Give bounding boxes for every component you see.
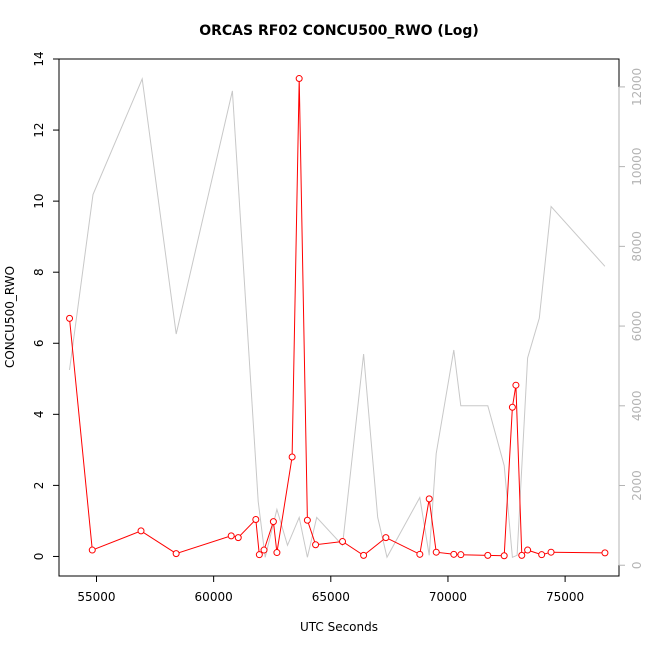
series-line-left [69, 78, 605, 557]
data-point [312, 541, 320, 549]
data-point [518, 551, 526, 559]
x-tick-label: 75000 [546, 590, 584, 604]
data-point [303, 516, 311, 524]
data-point [512, 381, 520, 389]
y-tick-label: 6 [32, 339, 46, 347]
data-point [234, 534, 242, 542]
y-tick-label: 2 [32, 482, 46, 490]
axes-layer: 55000 60000 65000 70000 75000 0 2 4 6 8 10 12 14 0 200… [32, 51, 644, 604]
y2-tick-label: 0 [630, 561, 644, 569]
data-point [172, 550, 180, 558]
data-point [360, 551, 368, 559]
y2-tick-label: 10000 [630, 148, 644, 186]
data-point [500, 552, 508, 560]
y2-tick-label: 6000 [630, 311, 644, 342]
data-point [425, 495, 433, 503]
y-tick-label: 0 [32, 553, 46, 561]
y-axis-label: CONCU500_RWO [3, 266, 17, 368]
data-point [457, 551, 465, 559]
data-point [88, 546, 96, 554]
data-point [273, 549, 281, 557]
data-point [382, 534, 390, 542]
data-point [547, 548, 555, 556]
y-tick-label: 10 [32, 193, 46, 208]
x-tick-label: 65000 [312, 590, 350, 604]
data-point [269, 518, 277, 526]
data-point [66, 314, 74, 322]
series-layer [66, 75, 609, 560]
y-tick-label: 4 [32, 411, 46, 419]
data-point [524, 546, 532, 554]
y2-tick-label: 4000 [630, 391, 644, 422]
data-point [601, 549, 609, 557]
data-point [260, 546, 268, 554]
plot-frame [58, 58, 620, 577]
data-point [339, 538, 347, 546]
data-point [538, 551, 546, 559]
data-point [508, 403, 516, 411]
data-point [450, 550, 458, 558]
data-point [295, 75, 303, 83]
data-point [432, 548, 440, 556]
chart-title: ORCAS RF02 CONCU500_RWO (Log) [199, 23, 479, 39]
data-point [227, 532, 235, 540]
data-point [416, 550, 424, 558]
y-tick-label: 12 [32, 122, 46, 137]
x-tick-label: 70000 [429, 590, 467, 604]
series-line-right [69, 77, 606, 559]
data-point [252, 516, 260, 524]
data-point [137, 527, 145, 535]
data-point [484, 551, 492, 559]
y2-tick-label: 12000 [630, 68, 644, 106]
x-tick-label: 60000 [195, 590, 233, 604]
x-axis-label: UTC Seconds [300, 620, 378, 634]
x-tick-label: 55000 [77, 590, 115, 604]
y2-tick-label: 2000 [630, 470, 644, 501]
y2-tick-label: 8000 [630, 231, 644, 262]
y-tick-label: 8 [32, 268, 46, 276]
data-point [255, 551, 263, 559]
data-point [288, 453, 296, 461]
y-tick-label: 14 [32, 51, 46, 66]
